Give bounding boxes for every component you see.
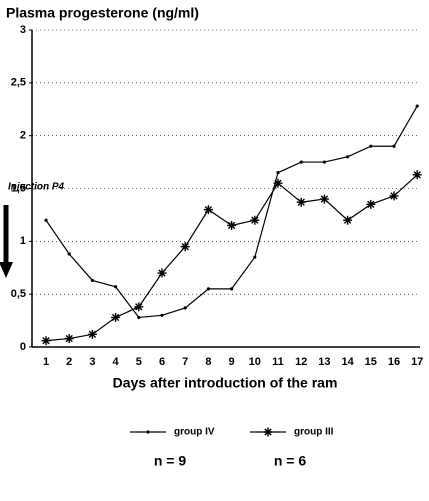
legend-marker xyxy=(263,427,273,437)
x-tick-label: 4 xyxy=(113,356,120,368)
marker xyxy=(157,268,167,278)
marker xyxy=(90,278,94,283)
legend-note: n = 9 xyxy=(154,453,187,469)
legend-label: group IV xyxy=(174,427,215,438)
marker xyxy=(183,306,187,310)
y-tick-label: 2 xyxy=(20,130,26,142)
legend-marker xyxy=(146,430,150,434)
marker xyxy=(137,315,141,320)
marker xyxy=(114,285,118,289)
x-tick-label: 16 xyxy=(388,356,400,368)
x-tick-label: 12 xyxy=(295,356,307,368)
y-tick-label: 0 xyxy=(20,341,26,353)
marker xyxy=(203,205,213,215)
annotation: Injection P4 xyxy=(8,182,65,193)
x-tick-label: 8 xyxy=(205,356,211,368)
marker xyxy=(389,191,399,201)
marker xyxy=(343,215,353,225)
x-tick-label: 5 xyxy=(136,356,142,368)
marker xyxy=(296,197,306,207)
arrow-head xyxy=(0,262,13,278)
marker xyxy=(180,242,190,252)
x-tick-label: 14 xyxy=(341,356,354,368)
marker xyxy=(230,287,234,291)
legend-label: group III xyxy=(294,427,334,438)
y-tick-label: 0,5 xyxy=(11,288,26,300)
y-tick-label: 1,5 xyxy=(11,182,26,194)
marker xyxy=(87,329,97,339)
marker xyxy=(64,334,74,344)
marker xyxy=(276,171,280,175)
x-tick-label: 2 xyxy=(66,356,72,368)
marker xyxy=(250,215,260,225)
marker xyxy=(160,313,164,317)
marker xyxy=(41,336,51,346)
marker xyxy=(346,155,350,159)
marker xyxy=(412,170,422,180)
legend-note: n = 6 xyxy=(274,453,307,469)
marker xyxy=(299,160,303,164)
line xyxy=(45,174,418,342)
marker xyxy=(366,199,376,209)
chart-title: Plasma progesterone (ng/ml) xyxy=(6,5,199,21)
x-tick-label: 7 xyxy=(182,356,188,368)
x-tick-label: 17 xyxy=(411,356,423,368)
marker xyxy=(319,194,329,204)
line xyxy=(45,105,418,319)
y-tick-label: 1 xyxy=(20,235,26,247)
marker xyxy=(111,312,121,322)
y-tick-label: 2,5 xyxy=(11,77,26,89)
x-tick-label: 9 xyxy=(229,356,235,368)
marker xyxy=(415,104,419,108)
marker xyxy=(273,178,283,188)
marker xyxy=(206,287,210,291)
x-tick-label: 13 xyxy=(318,356,330,368)
marker xyxy=(369,144,373,148)
marker xyxy=(392,144,396,148)
marker xyxy=(253,255,257,259)
x-tick-label: 6 xyxy=(159,356,165,368)
x-axis-label: Days after introduction of the ram xyxy=(113,375,338,391)
x-tick-label: 3 xyxy=(89,356,95,368)
x-tick-label: 11 xyxy=(272,356,284,368)
marker xyxy=(322,160,326,164)
x-tick-label: 15 xyxy=(365,356,377,368)
marker xyxy=(134,302,144,312)
marker xyxy=(227,220,237,230)
y-tick-label: 3 xyxy=(20,24,26,36)
marker xyxy=(44,218,48,222)
x-tick-label: 10 xyxy=(249,356,261,368)
x-tick-label: 1 xyxy=(43,356,49,368)
marker xyxy=(67,252,71,256)
